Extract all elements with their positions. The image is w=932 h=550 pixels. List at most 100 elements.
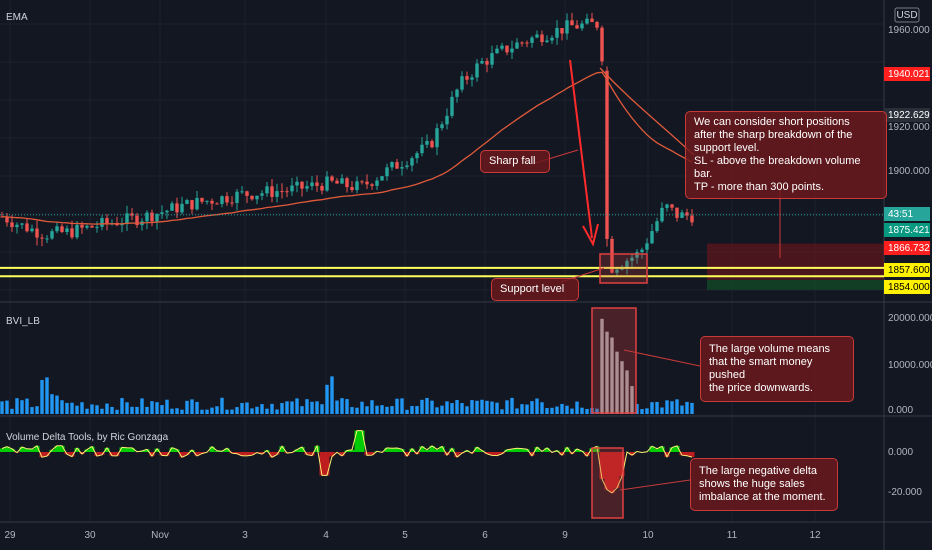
candle-body xyxy=(370,184,374,186)
candle-body xyxy=(220,196,224,204)
volume-bar xyxy=(680,405,684,414)
volume-bar xyxy=(225,409,229,414)
candle-body xyxy=(455,89,459,97)
candle-body xyxy=(500,45,504,49)
candle-body xyxy=(145,212,149,222)
volume-bar xyxy=(110,406,114,414)
volume-bar xyxy=(215,406,219,414)
candle-body xyxy=(310,182,314,187)
volume-bar xyxy=(295,398,299,414)
delta-bar xyxy=(109,452,115,456)
time-tick: 12 xyxy=(809,530,821,541)
volume-bar xyxy=(635,404,639,414)
price-tag-label: 1866.732 xyxy=(888,243,930,254)
delta-bar xyxy=(199,452,205,454)
delta-bar xyxy=(94,452,100,457)
delta-bar xyxy=(194,452,200,456)
candle-body xyxy=(420,144,424,154)
delta-bar xyxy=(524,449,530,452)
delta-bar xyxy=(464,450,470,452)
price-tick: 1920.000 xyxy=(888,122,930,133)
volume-bar xyxy=(420,399,424,414)
delta-bar xyxy=(489,452,495,456)
candle-body xyxy=(330,176,334,181)
volume-bar xyxy=(520,404,524,414)
candle-body xyxy=(495,48,499,54)
delta-bar xyxy=(304,452,310,455)
volume-bar xyxy=(675,399,679,414)
delta-bar xyxy=(519,448,525,452)
delta-bar xyxy=(274,452,280,455)
candle-body xyxy=(605,70,609,239)
delta-bar xyxy=(619,452,625,477)
delta-tick: 0.000 xyxy=(888,447,913,458)
time-tick: Nov xyxy=(151,530,169,541)
candle-body xyxy=(645,243,649,250)
candle-body xyxy=(195,197,199,210)
candle-body xyxy=(285,191,289,193)
candle-body xyxy=(65,228,69,233)
ema-tail xyxy=(599,67,695,156)
volume-bar xyxy=(40,379,44,414)
volume-bar xyxy=(530,401,534,414)
delta-bar xyxy=(574,449,580,452)
currency-label: USD xyxy=(896,10,917,21)
volume-bar xyxy=(495,402,499,414)
candle-body xyxy=(325,176,329,191)
candle-body xyxy=(485,61,489,65)
delta-bar xyxy=(404,452,410,457)
delta-bar xyxy=(569,452,575,454)
delta-bar xyxy=(449,448,455,452)
candle-body xyxy=(90,225,94,228)
volume-bar xyxy=(655,401,659,414)
volume-bar xyxy=(10,408,14,414)
price-tag-label: 1854.000 xyxy=(888,282,930,293)
time-tick: 6 xyxy=(482,530,488,541)
volume-bar xyxy=(190,399,194,414)
volume-bar xyxy=(340,398,344,414)
candle-body xyxy=(465,76,469,80)
candle-body xyxy=(520,42,524,44)
delta-bar xyxy=(239,452,245,456)
candle-body xyxy=(10,222,14,228)
candle-body xyxy=(660,207,664,222)
volume-bar xyxy=(205,409,209,414)
candle-body xyxy=(460,76,464,90)
candle-body xyxy=(85,225,89,228)
candle-body xyxy=(175,203,179,213)
delta-bar xyxy=(34,445,40,452)
volume-bar xyxy=(75,405,79,414)
candle-body xyxy=(650,231,654,244)
volume-tick: 20000.000 xyxy=(888,313,932,324)
delta-bar xyxy=(454,452,460,457)
candle-body xyxy=(235,191,239,203)
candle-body xyxy=(395,162,399,169)
volume-bar xyxy=(315,401,319,414)
volume-bar xyxy=(500,409,504,414)
volume-bar xyxy=(375,405,379,414)
volume-bar xyxy=(160,405,164,414)
volume-bar xyxy=(355,407,359,414)
delta-bar xyxy=(0,448,5,452)
volume-bar xyxy=(120,398,124,414)
volume-bar xyxy=(285,401,289,414)
volume-bar xyxy=(650,402,654,414)
delta-bar xyxy=(534,447,540,452)
candle-body xyxy=(315,182,319,186)
volume-bar xyxy=(130,406,134,414)
volume-bar xyxy=(480,399,484,414)
delta-bar xyxy=(689,452,695,458)
volume-bar xyxy=(245,402,249,414)
delta-bar xyxy=(584,452,590,457)
price-tag xyxy=(884,223,930,237)
candle-body xyxy=(610,238,614,273)
candle-body xyxy=(30,228,34,232)
price-tag xyxy=(884,280,930,294)
delta-bar xyxy=(339,452,345,456)
currency-tag-box xyxy=(894,7,920,23)
volume-bar xyxy=(360,401,364,414)
volume-bar xyxy=(100,408,104,414)
delta-bar xyxy=(409,448,415,452)
volume-bar xyxy=(435,407,439,414)
